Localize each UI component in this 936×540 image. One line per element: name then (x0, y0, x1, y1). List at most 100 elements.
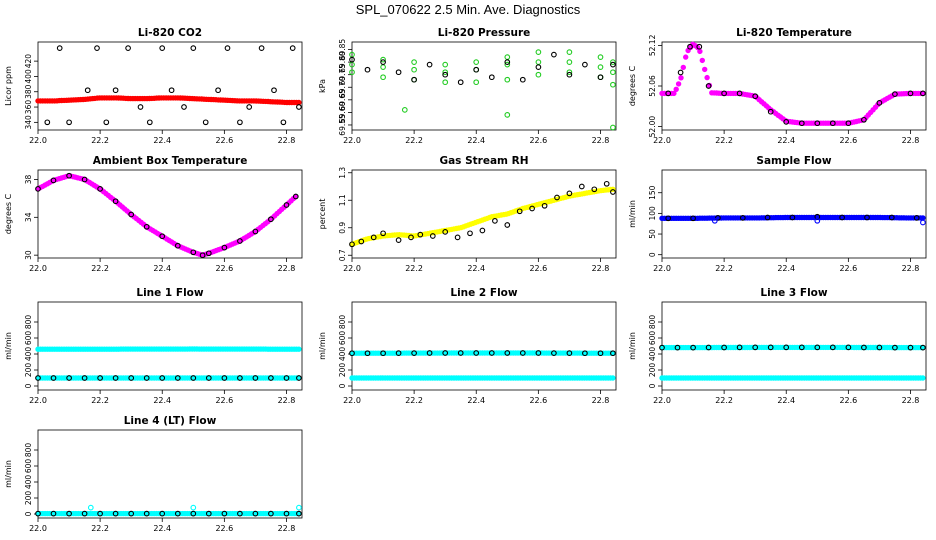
y-tick-label: 400 (24, 69, 33, 84)
data-point (112, 375, 119, 381)
data-point (283, 510, 290, 517)
chart-title: Ambient Box Temperature (93, 155, 248, 167)
data-point (675, 81, 682, 87)
data-point (504, 112, 511, 118)
y-tick-label: 100 (648, 206, 657, 221)
data-point (296, 99, 302, 106)
data-point (268, 375, 274, 381)
chart-title: Sample Flow (756, 155, 831, 167)
series-line-1-2-5-min-ave (35, 375, 302, 381)
data-point (429, 233, 436, 239)
x-tick-label: 22.0 (29, 264, 47, 273)
data-point (296, 375, 302, 381)
data-point (137, 104, 144, 110)
y-tick-label: 52.06 (648, 75, 657, 97)
data-point (699, 57, 705, 64)
data-point (426, 350, 433, 356)
data-point (504, 61, 511, 68)
data-point (566, 190, 573, 197)
x-tick-label: 22.6 (529, 396, 547, 405)
data-point (159, 510, 166, 517)
data-point (798, 120, 805, 127)
data-point (582, 61, 588, 68)
y-tick-label: 69.75 (338, 64, 347, 86)
data-point (610, 124, 616, 131)
y-tick-label: 800 (24, 443, 33, 458)
data-point (181, 104, 187, 110)
y-axis-label: ml/min (4, 460, 13, 488)
data-point (829, 120, 836, 127)
x-tick-label: 22.0 (653, 264, 671, 273)
x-tick-label: 22.8 (902, 136, 920, 145)
data-point (488, 74, 495, 81)
data-point (112, 87, 119, 94)
x-tick-label: 22.4 (777, 396, 795, 405)
data-point (677, 69, 684, 76)
data-point (739, 215, 746, 221)
data-point (597, 350, 604, 357)
x-tick-label: 22.6 (529, 264, 547, 273)
data-point (411, 350, 417, 356)
y-tick-label: 30 (24, 250, 33, 260)
y-tick-label: 400 (24, 347, 33, 362)
data-point (920, 344, 926, 351)
data-point (252, 375, 259, 381)
data-point (789, 214, 796, 221)
data-point (205, 250, 212, 257)
data-point (128, 510, 135, 517)
y-tick-label: 600 (24, 459, 33, 474)
data-point (876, 344, 883, 351)
y-tick-label: 0 (648, 252, 657, 257)
y-tick-label: 800 (24, 315, 33, 330)
data-point (535, 49, 542, 55)
series-pressure-band-c (349, 69, 616, 88)
data-point (554, 194, 560, 201)
data-point (535, 71, 542, 78)
plot-frame (351, 169, 617, 259)
data-point (143, 223, 150, 230)
data-point (237, 510, 243, 517)
data-point (920, 219, 926, 226)
data-point (143, 375, 150, 381)
data-point (845, 344, 852, 351)
x-tick-label: 22.0 (343, 264, 361, 273)
data-point (913, 215, 920, 221)
data-point (380, 74, 386, 81)
data-point (907, 344, 914, 351)
data-point (566, 71, 573, 78)
data-point (504, 76, 511, 83)
y-tick-label: 200 (338, 363, 347, 378)
y-tick-label: 200 (648, 363, 657, 378)
data-point (66, 172, 72, 179)
plot-frame (37, 41, 303, 131)
data-point (50, 177, 57, 184)
data-point (671, 90, 677, 97)
y-axis-label: degrees C (4, 193, 13, 234)
data-point (535, 350, 542, 356)
data-point (541, 202, 548, 209)
data-point (504, 59, 511, 65)
y-axis-label: ml/min (4, 332, 13, 360)
data-point (268, 216, 274, 223)
series-ambient-high-rate (35, 173, 299, 258)
data-point (44, 119, 51, 126)
data-point (205, 375, 212, 381)
data-point (358, 238, 365, 245)
x-tick-label: 22.2 (91, 136, 109, 145)
data-point (839, 214, 845, 221)
y-tick-label: 69.55 (338, 114, 347, 136)
x-tick-label: 22.8 (592, 136, 610, 145)
x-tick-label: 22.8 (278, 136, 296, 145)
data-point (591, 186, 598, 193)
data-point (103, 119, 110, 126)
data-point (690, 215, 696, 222)
data-point (845, 120, 852, 127)
series-temp-high-rate (659, 41, 926, 126)
data-point (610, 61, 616, 68)
data-point (673, 86, 679, 92)
data-point (920, 375, 926, 381)
data-point (861, 116, 867, 123)
y-axis-label: ml/min (628, 332, 637, 360)
data-point (128, 375, 135, 381)
data-point (715, 215, 721, 221)
